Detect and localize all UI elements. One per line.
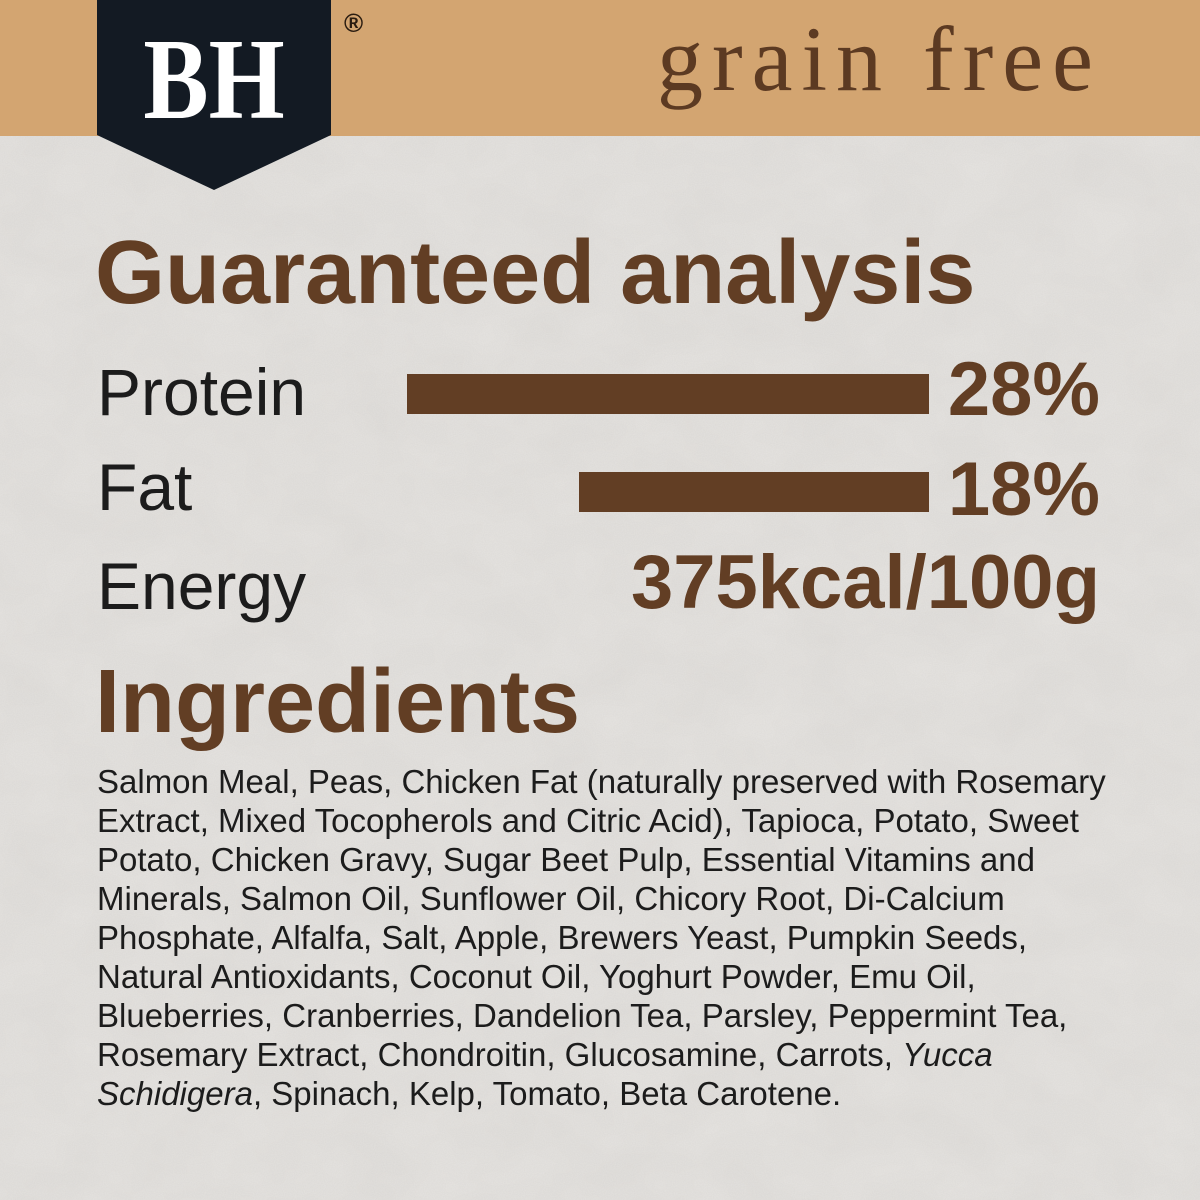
svg-text:BH: BH	[143, 17, 284, 144]
